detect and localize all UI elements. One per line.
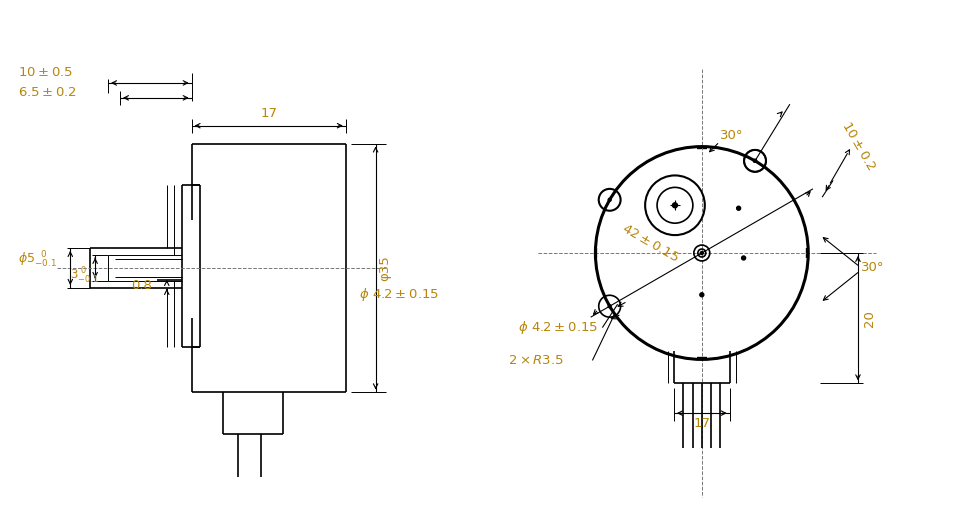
Circle shape — [742, 256, 746, 260]
Text: $6.5\pm0.2$: $6.5\pm0.2$ — [18, 87, 76, 99]
Circle shape — [608, 199, 611, 201]
Text: 30°: 30° — [720, 129, 743, 142]
Circle shape — [754, 159, 757, 162]
Circle shape — [754, 159, 757, 162]
Text: $2\times R3.5$: $2\times R3.5$ — [508, 354, 564, 367]
Text: $\phi\ 4.2\pm0.15$: $\phi\ 4.2\pm0.15$ — [359, 286, 439, 303]
Text: $3^{\ 0}_{-0.1}$: $3^{\ 0}_{-0.1}$ — [70, 266, 99, 286]
Text: 30°: 30° — [861, 262, 884, 274]
Circle shape — [700, 293, 704, 297]
Text: φ35: φ35 — [378, 255, 392, 281]
Text: $10\pm0.5$: $10\pm0.5$ — [18, 67, 73, 79]
Circle shape — [673, 203, 678, 208]
Text: 20: 20 — [863, 309, 876, 327]
Text: $42\pm0.15$: $42\pm0.15$ — [619, 221, 681, 265]
Text: 17: 17 — [693, 416, 711, 430]
Text: 0.8: 0.8 — [132, 279, 152, 292]
Text: $10\pm0.2$: $10\pm0.2$ — [838, 119, 878, 172]
Text: $\phi5^{\ \ 0}_{-0.1}$: $\phi5^{\ \ 0}_{-0.1}$ — [18, 250, 57, 270]
Text: $\phi\ 4.2\pm0.15$: $\phi\ 4.2\pm0.15$ — [518, 319, 598, 336]
Text: 17: 17 — [260, 107, 277, 120]
Circle shape — [608, 305, 611, 308]
Circle shape — [700, 251, 703, 254]
Circle shape — [737, 206, 741, 210]
